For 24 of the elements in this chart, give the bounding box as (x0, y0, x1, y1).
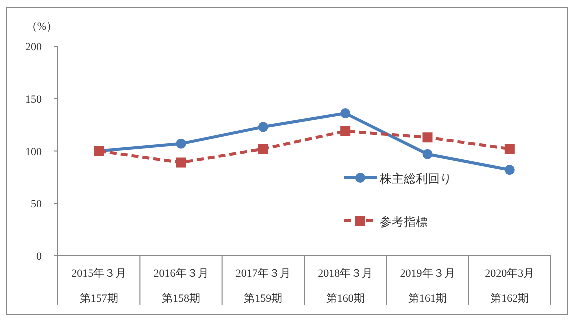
point (340, 126, 351, 136)
y-tick-label: 200 (26, 42, 42, 54)
point (504, 144, 515, 154)
legend-label: 株主総利回り (379, 172, 452, 186)
point (176, 158, 186, 168)
point (422, 132, 433, 143)
y-tick-label: 150 (26, 94, 42, 106)
point (258, 122, 268, 132)
y-tick-label: 100 (26, 146, 42, 158)
point (504, 165, 515, 176)
y-tick-label: 0 (36, 251, 42, 263)
x-tick-label: 2015年３月第157期 (72, 268, 127, 305)
y-axis-title: （%） (26, 21, 58, 33)
point (422, 149, 433, 160)
x-tick-label: 2016年３月第158期 (154, 268, 209, 305)
y-tick-label: 50 (31, 198, 42, 211)
x-tick-label: 2020年3月第162期 (485, 268, 535, 305)
x-tick-label: 2017年３月第159期 (236, 268, 291, 305)
legend-label: 参考指標 (380, 215, 428, 229)
x-tick-label: 2018年３月第160期 (318, 268, 374, 305)
x-tick-label: 2019年３月第161期 (400, 268, 456, 305)
point (340, 108, 351, 119)
point (176, 138, 186, 149)
point (258, 144, 268, 154)
